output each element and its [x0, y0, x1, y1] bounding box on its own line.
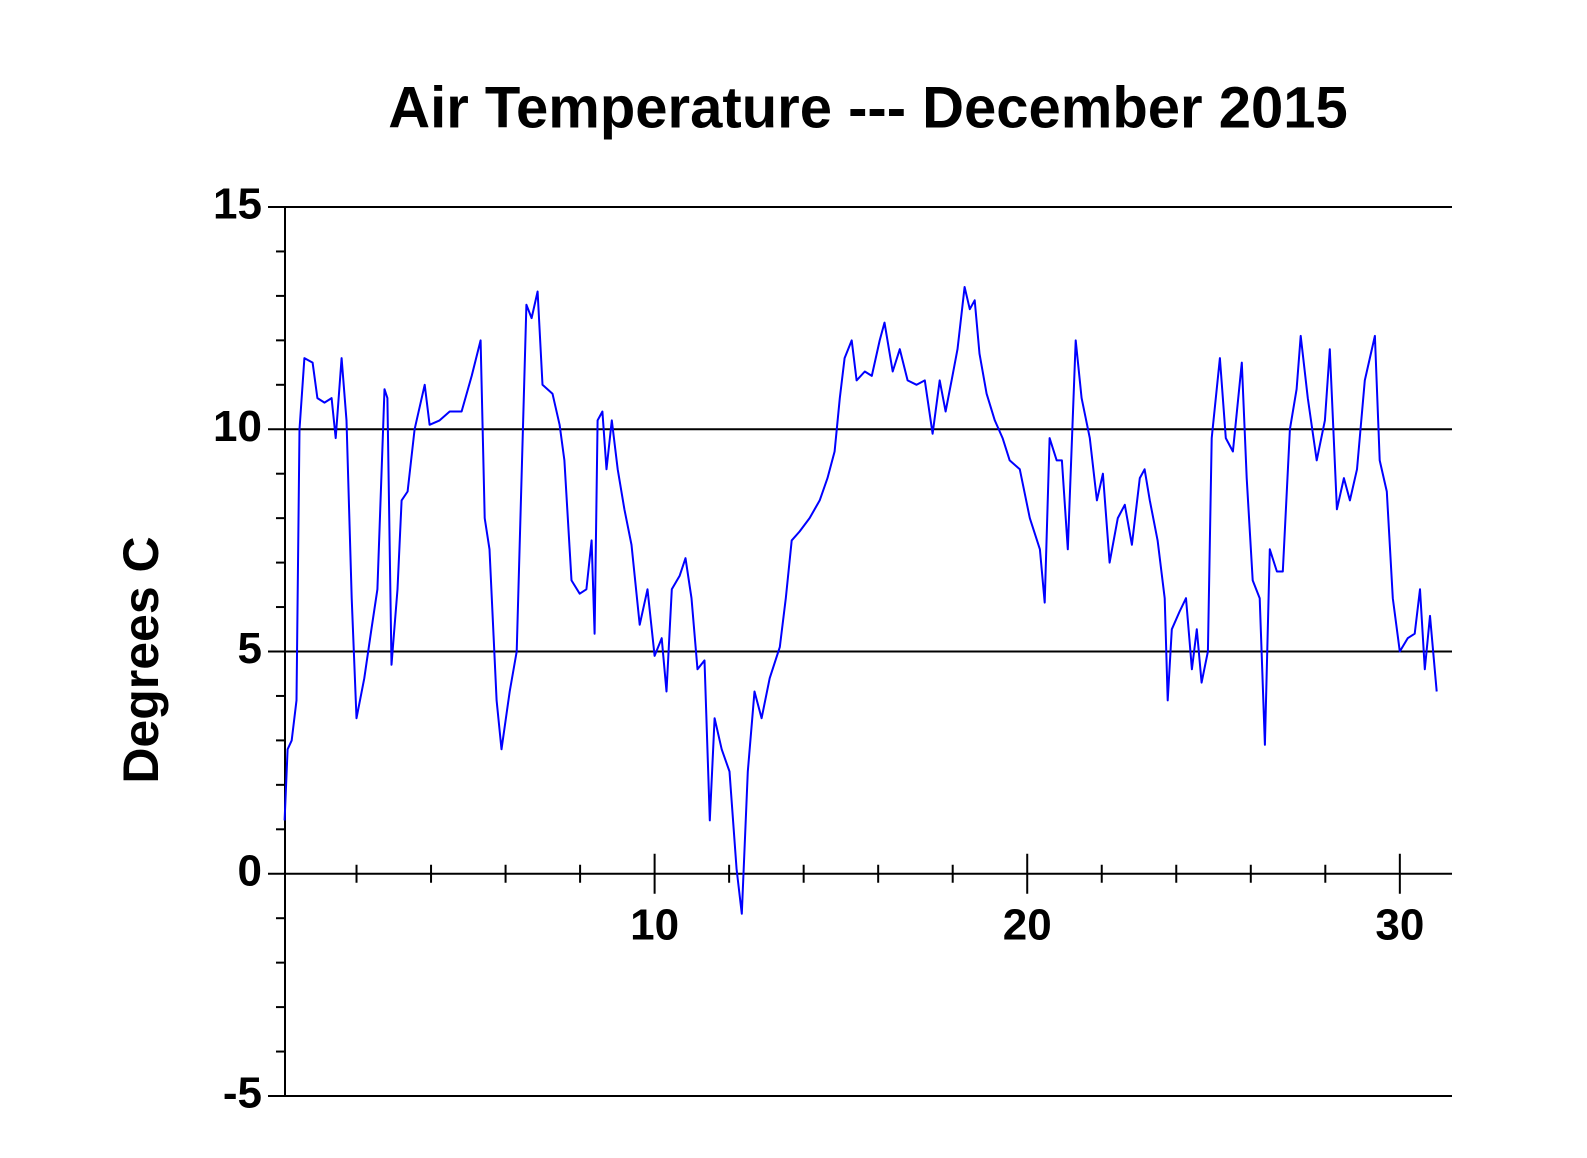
y-tick-label: 0 [238, 846, 262, 895]
y-tick-label: -5 [223, 1069, 262, 1118]
x-tick-label: 20 [1003, 900, 1052, 949]
x-tick-label: 10 [630, 900, 679, 949]
chart-title: Air Temperature --- December 2015 [388, 75, 1348, 140]
y-tick-label: 15 [213, 180, 262, 229]
y-tick-label: 10 [213, 402, 262, 451]
x-tick-label: 30 [1375, 900, 1424, 949]
y-axis-label: Degrees C [113, 536, 169, 783]
y-tick-label: 5 [238, 624, 262, 673]
temperature-line [283, 286, 1438, 915]
